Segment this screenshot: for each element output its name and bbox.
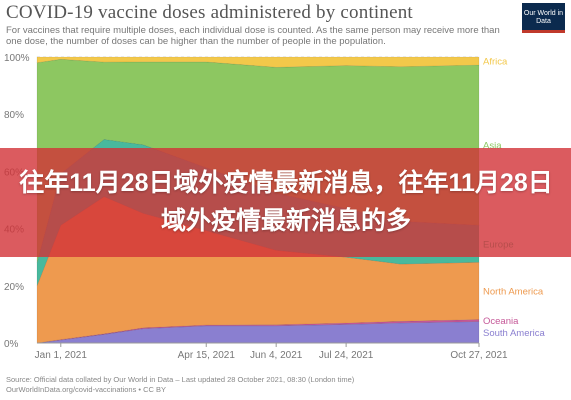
chart-footer: Source: Official data collated by Our Wo… — [6, 375, 526, 395]
y-tick-label: 20% — [4, 282, 24, 293]
legend-label-asia: Asia — [483, 141, 502, 152]
x-tick-label: Apr 15, 2021 — [178, 350, 236, 361]
area-africa — [36, 56, 480, 68]
source-note: Source: Official data collated by Our Wo… — [6, 375, 355, 384]
y-tick-label: 0% — [4, 339, 19, 350]
y-tick-label: 80% — [4, 110, 24, 121]
y-tick-label: 100% — [4, 53, 30, 64]
legend-label-oceania: Oceania — [483, 316, 519, 327]
headline-banner — [0, 148, 571, 257]
x-tick-label: Jan 1, 2021 — [35, 350, 88, 361]
x-tick-label: Oct 27, 2021 — [450, 350, 508, 361]
chart-title: COVID-19 vaccine doses administered by c… — [6, 2, 413, 23]
legend-label-south-america: South America — [483, 328, 545, 339]
x-tick-label: Jul 24, 2021 — [319, 350, 374, 361]
legend-label-north-america: North America — [483, 286, 544, 297]
legend-label-africa: Africa — [483, 57, 508, 68]
logo-text: Our World in Data — [523, 10, 564, 25]
x-tick-label: Jun 4, 2021 — [250, 350, 303, 361]
headline-banner-text: 往年11月28日域外疫情最新消息，往年11月28日域外疫情最新消息的多 — [19, 169, 553, 235]
chart-subtitle: For vaccines that require multiple doses… — [6, 25, 500, 47]
source-url[interactable]: OurWorldInData.org/covid-vaccinations • … — [6, 385, 167, 394]
owid-logo[interactable]: Our World in Data — [522, 3, 565, 33]
